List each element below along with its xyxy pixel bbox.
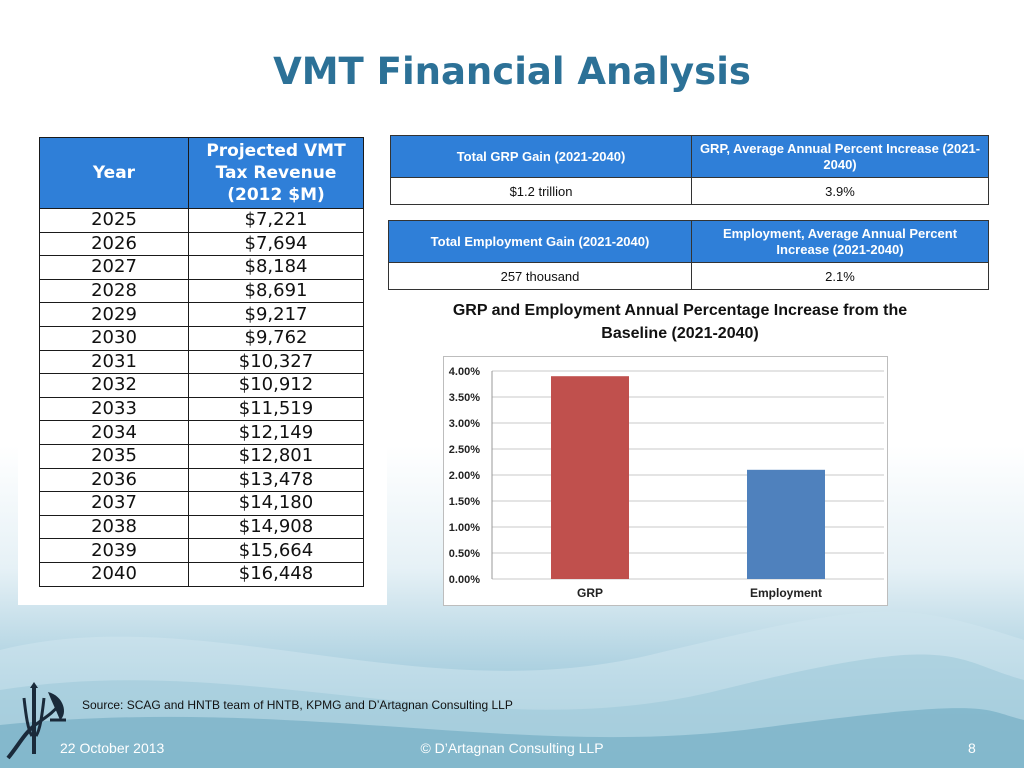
dartagnan-logo <box>6 682 66 760</box>
revenue-cell: $7,221 <box>188 208 364 233</box>
table-row: 2031 $10,327 <box>39 349 364 375</box>
revenue-cell: $12,801 <box>188 443 364 469</box>
revenue-cell: $12,149 <box>188 420 364 445</box>
revenue-cell: $8,691 <box>188 278 364 304</box>
y-tick-label: 4.00% <box>449 366 480 378</box>
year-cell: 2026 <box>39 231 189 257</box>
y-tick-label: 3.00% <box>449 418 480 430</box>
page-number: 8 <box>968 740 976 756</box>
table-row: 2040 $16,448 <box>39 561 364 587</box>
year-cell: 2031 <box>39 349 189 375</box>
revenue-table-panel: Year Projected VMT Tax Revenue (2012 $M)… <box>18 133 387 605</box>
bar-chart-svg: 0.00% 0.50% 1.00% 1.50% 2.00% 2.50% 3.00% 3.50%… <box>449 366 884 600</box>
bar-chart: 0.00% 0.50% 1.00% 1.50% 2.00% 2.50% 3.00% 3.50%… <box>443 356 888 606</box>
y-tick-label: 2.50% <box>449 444 480 456</box>
revenue-table: Year Projected VMT Tax Revenue (2012 $M)… <box>39 137 364 587</box>
revenue-cell: $14,908 <box>188 514 364 540</box>
table-row: 2036 $13,478 <box>39 467 364 493</box>
table-row: 2026 $7,694 <box>39 231 364 257</box>
revenue-cell: $14,180 <box>188 491 364 516</box>
year-cell: 2038 <box>39 514 189 540</box>
revenue-cell: $16,448 <box>188 561 364 587</box>
employment-header-average: Employment, Average Annual Percent Incre… <box>691 220 989 263</box>
y-tick-label: 0.00% <box>449 574 480 586</box>
background-waves <box>0 611 1024 768</box>
source-note: Source: SCAG and HNTB team of HNTB, KPMG… <box>82 698 513 712</box>
revenue-header-year: Year <box>39 137 189 209</box>
bar-grp <box>551 376 629 579</box>
bar-employment <box>747 469 825 579</box>
table-row: 2038 $14,908 <box>39 514 364 540</box>
table-row: 2032 $10,912 <box>39 373 364 398</box>
footer-copyright: © D’Artagnan Consulting LLP <box>420 740 604 756</box>
revenue-cell: $10,327 <box>188 349 364 375</box>
employment-total-value: 257 thousand <box>388 262 692 290</box>
employment-average-value: 2.1% <box>691 262 989 290</box>
year-cell: 2025 <box>39 208 189 233</box>
table-row: 2034 $12,149 <box>39 420 364 445</box>
table-row: 2037 $14,180 <box>39 491 364 516</box>
table-row: 2027 $8,184 <box>39 255 364 280</box>
year-cell: 2028 <box>39 278 189 304</box>
year-cell: 2029 <box>39 302 189 327</box>
table-row: 2028 $8,691 <box>39 278 364 304</box>
employment-header-total: Total Employment Gain (2021-2040) <box>388 220 692 263</box>
footer-date: 22 October 2013 <box>60 740 165 756</box>
table-row: 2030 $9,762 <box>39 325 364 351</box>
year-cell: 2033 <box>39 396 189 422</box>
revenue-cell: $13,478 <box>188 467 364 493</box>
table-row: 2035 $12,801 <box>39 443 364 469</box>
revenue-cell: $9,217 <box>188 302 364 327</box>
x-tick-label: GRP <box>577 586 603 600</box>
revenue-cell: $7,694 <box>188 231 364 257</box>
table-row: 2039 $15,664 <box>39 538 364 563</box>
employment-table: Total Employment Gain (2021-2040) Employ… <box>388 220 989 290</box>
grp-header-total: Total GRP Gain (2021-2040) <box>390 135 692 178</box>
table-row: 2029 $9,217 <box>39 302 364 327</box>
year-cell: 2030 <box>39 325 189 351</box>
year-cell: 2034 <box>39 420 189 445</box>
revenue-cell: $11,519 <box>188 396 364 422</box>
slide-title: VMT Financial Analysis <box>273 50 751 93</box>
year-cell: 2032 <box>39 373 189 398</box>
revenue-cell: $15,664 <box>188 538 364 563</box>
y-tick-label: 3.50% <box>449 392 480 404</box>
y-tick-label: 0.50% <box>449 548 480 560</box>
revenue-cell: $9,762 <box>188 325 364 351</box>
y-tick-label: 1.00% <box>449 522 480 534</box>
revenue-cell: $8,184 <box>188 255 364 280</box>
year-cell: 2040 <box>39 561 189 587</box>
grp-table: Total GRP Gain (2021-2040) GRP, Average … <box>390 135 989 205</box>
year-cell: 2037 <box>39 491 189 516</box>
grp-total-value: $1.2 trillion <box>390 177 692 205</box>
year-cell: 2035 <box>39 443 189 469</box>
year-cell: 2039 <box>39 538 189 563</box>
revenue-cell: $10,912 <box>188 373 364 398</box>
grp-average-value: 3.9% <box>691 177 989 205</box>
table-row: 2025 $7,221 <box>39 208 364 233</box>
y-tick-label: 1.50% <box>449 496 480 508</box>
year-cell: 2027 <box>39 255 189 280</box>
revenue-header-value: Projected VMT Tax Revenue (2012 $M) <box>188 137 364 209</box>
x-tick-label: Employment <box>750 586 822 600</box>
grp-header-average: GRP, Average Annual Percent Increase (20… <box>691 135 989 178</box>
chart-title: GRP and Employment Annual Percentage Inc… <box>452 302 908 342</box>
year-cell: 2036 <box>39 467 189 493</box>
y-tick-label: 2.00% <box>449 470 480 482</box>
table-row: 2033 $11,519 <box>39 396 364 422</box>
